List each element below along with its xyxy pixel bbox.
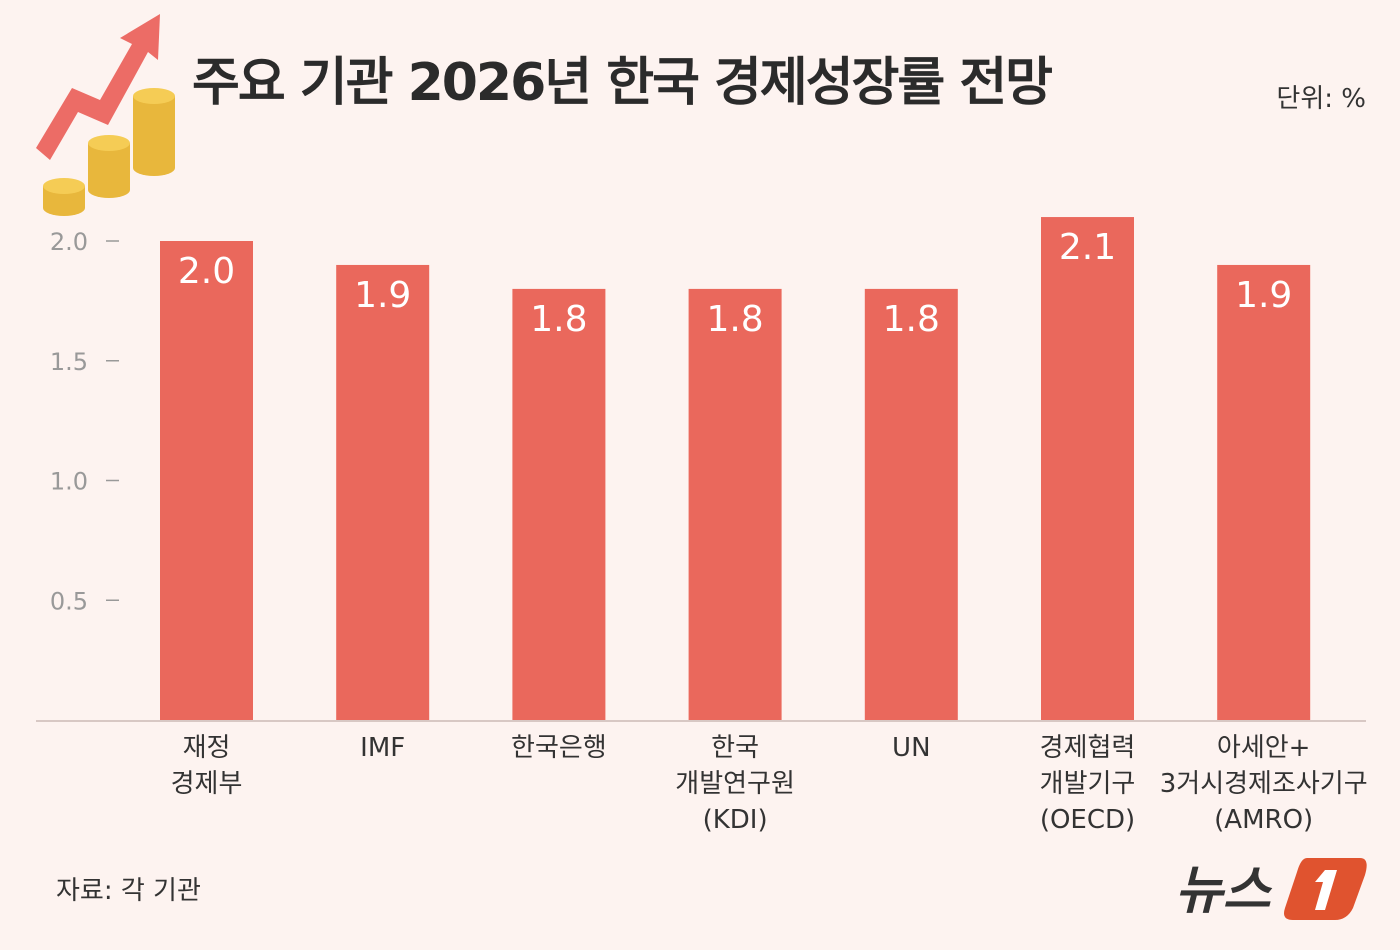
category-label-line: 경제협력 xyxy=(1039,733,1136,763)
y-tick-label: 1.0 xyxy=(50,468,88,496)
category-label-line: (OECD) xyxy=(1039,805,1136,835)
chart-title: 주요 기관 2026년 한국 경제성장률 전망 xyxy=(192,53,1053,113)
bar-value-label: 2.0 xyxy=(178,251,235,292)
category-label: IMF xyxy=(273,730,493,766)
category-label: 한국은행 xyxy=(449,730,669,766)
category-label: 아세안+ 3거시경제조사기구 (AMRO) xyxy=(1154,730,1374,838)
unit-label: 단위: % xyxy=(1276,84,1366,114)
y-tick-label: 0.5 xyxy=(50,587,88,615)
bar xyxy=(688,288,782,720)
growth-arrow-icon xyxy=(36,14,160,160)
bar-value-label: 2.1 xyxy=(1059,227,1116,268)
category-label-line: 3거시경제조사기구 xyxy=(1159,769,1368,799)
category-label-line: 개발연구원 xyxy=(675,769,795,799)
bar-value-label: 1.9 xyxy=(1235,275,1292,316)
svg-text:뉴스: 뉴스 xyxy=(1175,861,1273,921)
bar xyxy=(1041,217,1134,721)
category-label-line: UN xyxy=(892,733,931,763)
bar-value-label: 1.8 xyxy=(883,299,940,340)
category-label-line: 경제부 xyxy=(170,769,243,799)
bar xyxy=(160,241,253,720)
news1-logo: 뉴스 xyxy=(1175,850,1370,929)
bar-value-label: 1.8 xyxy=(706,299,763,340)
bar-value-label: 1.8 xyxy=(530,299,587,340)
category-label: UN xyxy=(801,730,1021,766)
category-label-line: (KDI) xyxy=(702,805,768,835)
source-label: 자료: 각 기관 xyxy=(56,876,201,906)
bar-value-label: 1.9 xyxy=(354,275,411,316)
bar xyxy=(512,288,606,720)
bar xyxy=(864,288,958,720)
bar xyxy=(336,264,430,720)
coins-icon xyxy=(43,88,175,216)
category-label-line: 개발기구 xyxy=(1039,769,1136,799)
category-label-line: 한국은행 xyxy=(511,733,607,763)
category-label-line: 한국 xyxy=(711,733,760,763)
y-tick-label: 2.0 xyxy=(50,228,88,256)
y-tick-label: 1.5 xyxy=(50,348,88,376)
bar xyxy=(1217,264,1311,720)
category-label-line: 재정 xyxy=(182,733,231,763)
category-label-line: 아세안+ xyxy=(1216,733,1311,763)
category-label-line: (AMRO) xyxy=(1214,805,1314,835)
category-label-line: IMF xyxy=(360,733,406,763)
